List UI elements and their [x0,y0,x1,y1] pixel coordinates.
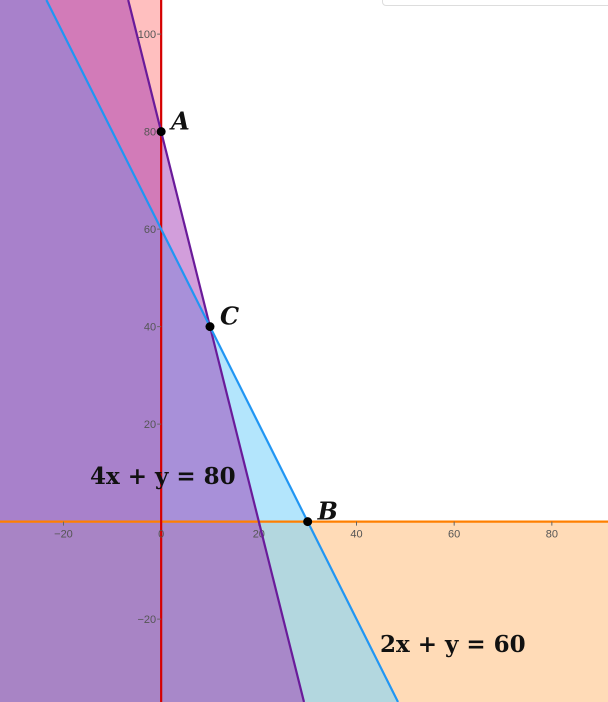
equation-label-2x-y-60: 2x + y = 60 [380,631,526,658]
y-tick-label: 40 [144,322,156,334]
x-tick-label: 60 [448,529,460,541]
y-tick-label: 20 [144,419,156,431]
region-4x-y-80 [0,0,304,702]
point-b[interactable] [303,517,313,527]
y-tick-label: 80 [144,127,156,139]
x-tick-label: −20 [54,529,73,541]
x-tick-label: 0 [158,529,164,541]
region-2x-y-60 [0,0,398,702]
search-box[interactable] [382,0,608,6]
y-tick-label: −20 [137,614,156,626]
point-label-c: C [220,302,239,331]
equation-label-4x-y-80: 4x + y = 80 [90,463,236,490]
line-4x-y-80 [127,0,306,702]
y-tick-label: 60 [144,224,156,236]
point-c[interactable] [205,322,215,332]
point-label-a: A [169,107,190,136]
point-a[interactable] [156,127,166,137]
x-tick-label: 40 [350,529,362,541]
y-tick-label: 100 [138,29,156,41]
line-2x-y-60 [45,0,399,702]
x-tick-label: 80 [546,529,558,541]
point-label-b: B [317,497,338,526]
